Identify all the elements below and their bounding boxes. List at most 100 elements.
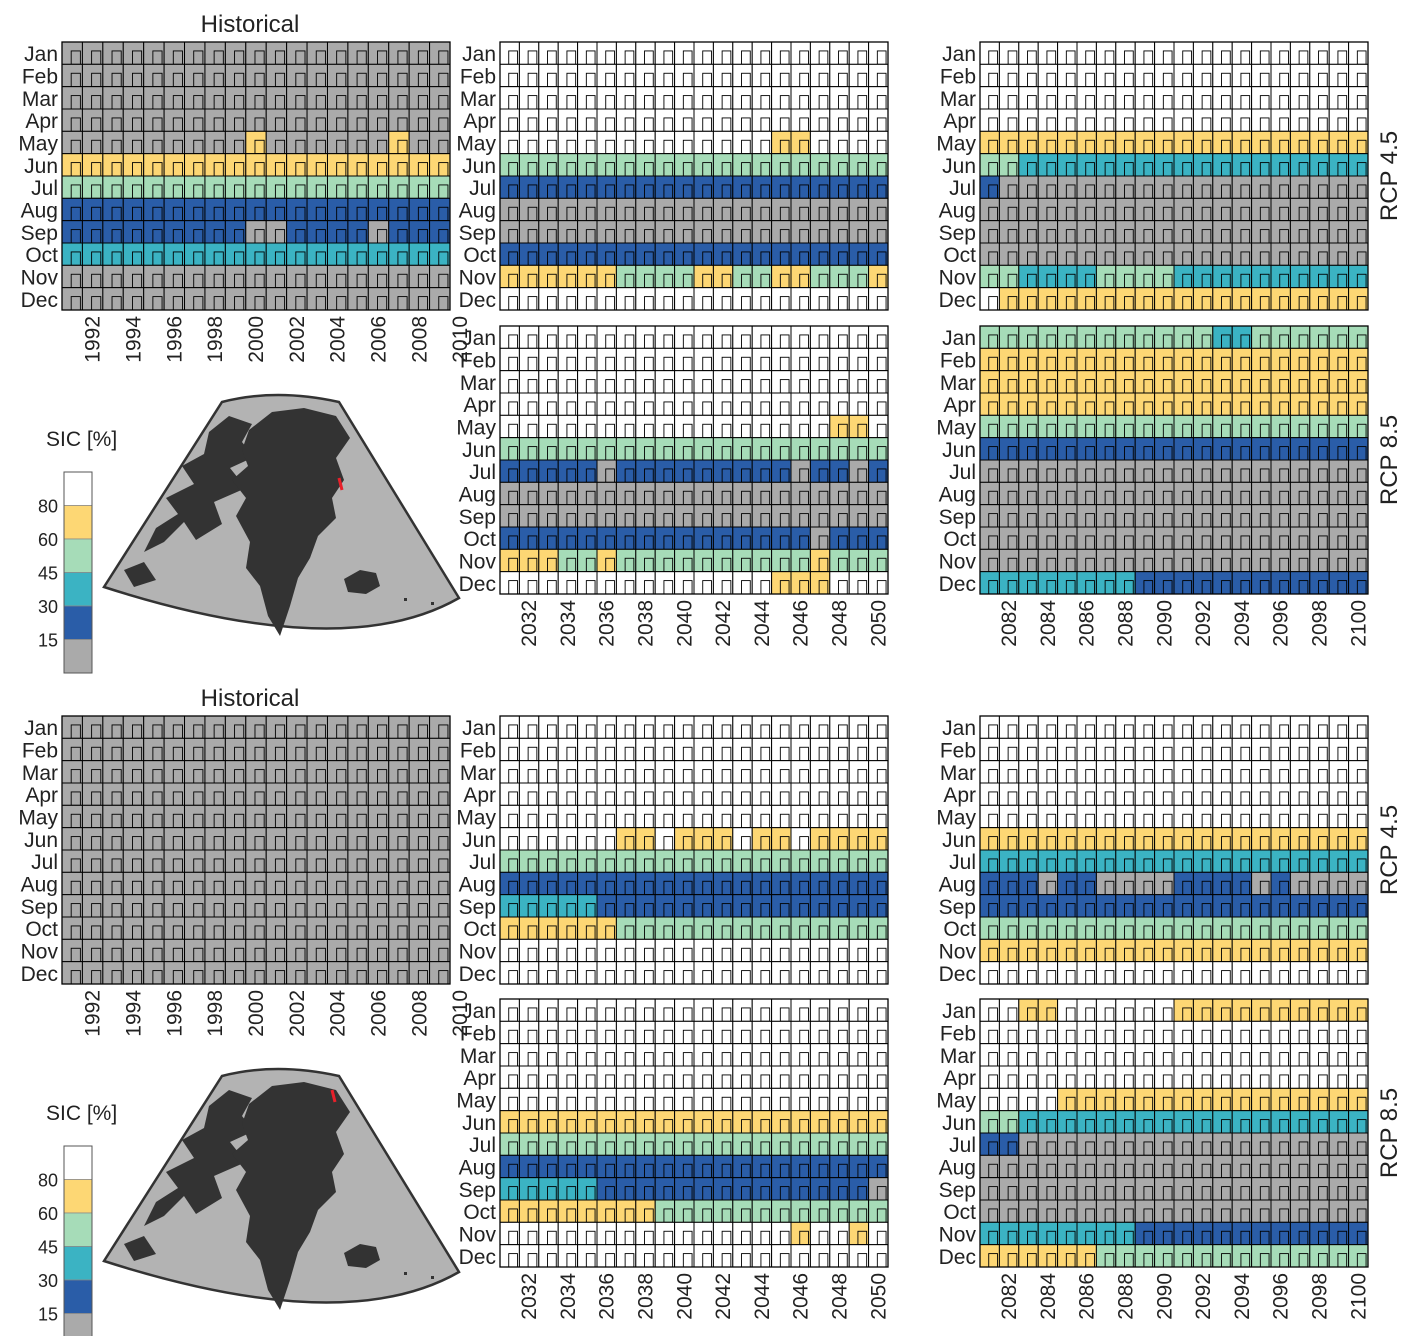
rcp85-mid-cell (771, 504, 792, 528)
rcp85-mid-cell (848, 1020, 870, 1045)
rcp45-late-cell (979, 108, 1000, 132)
month-label: Apr (943, 110, 976, 133)
historical-cell (61, 41, 83, 65)
rcp45-mid-cell (538, 130, 559, 155)
rcp45-mid-cell (868, 827, 889, 851)
rcp85-mid-cell (635, 347, 656, 372)
colorbar-tick: 80 (38, 497, 58, 517)
rcp45-late-cell (1018, 737, 1039, 762)
rcp85-mid-cell (790, 437, 811, 461)
rcp45-mid-cell (596, 175, 617, 199)
rcp45-mid-cell (557, 108, 579, 132)
rcp85-late-cell (1115, 1087, 1136, 1112)
rcp45-late-cell (1212, 916, 1233, 940)
month-label: May (456, 807, 496, 830)
historical-cell (143, 938, 165, 963)
rcp85-late-cell (998, 1020, 1020, 1045)
rcp85-late-xtick: 2096 (1270, 1273, 1293, 1320)
rcp85-late-cell (1018, 548, 1039, 573)
rcp45-late-cell (1270, 264, 1291, 289)
rcp85-mid-cell (771, 1087, 792, 1112)
historical-cell (306, 827, 328, 851)
rcp45-mid-cell (518, 894, 540, 918)
historical-cell (143, 804, 165, 829)
rcp85-late-xtick: 2084 (1037, 600, 1060, 647)
rcp45-mid-cell (829, 242, 850, 266)
rcp45-mid-cell (829, 782, 850, 806)
historical-cell (388, 108, 410, 132)
rcp85-mid-cell (732, 1177, 753, 1201)
historical-cell (367, 849, 390, 873)
historical-cell (265, 130, 288, 155)
rcp85-late-cell (1348, 481, 1369, 506)
rcp45-late-cell (1057, 760, 1078, 784)
rcp85-mid-cell (751, 437, 773, 461)
rcp45-late-cell (1154, 938, 1175, 963)
rcp45-late-cell (998, 737, 1020, 762)
rcp85-late-cell (1173, 1244, 1194, 1268)
rcp85-mid-cell (771, 1177, 792, 1201)
rcp45-mid-cell (868, 782, 889, 806)
rcp45-mid-cell (596, 220, 617, 244)
rcp85-late-cell (1212, 1043, 1233, 1067)
rcp85-mid-xtick: 2044 (751, 600, 774, 647)
rcp85-mid-cell (654, 1154, 676, 1179)
rcp85-mid-cell (712, 1110, 734, 1134)
rcp45-late-cell (979, 827, 1000, 851)
rcp45-mid-cell (751, 175, 773, 199)
rcp85-late-cell (1134, 459, 1156, 483)
historical-cell (224, 197, 247, 222)
rcp85-late-cell (1154, 414, 1175, 439)
rcp85-late-cell (1018, 1132, 1039, 1156)
rcp45-mid-cell (712, 916, 734, 940)
rcp45-mid-cell (809, 916, 831, 940)
rcp45-late-cell (1173, 130, 1194, 155)
rcp45-late-cell (1192, 130, 1214, 155)
rcp45-mid-cell (635, 715, 656, 739)
historical-cell (429, 737, 451, 762)
rcp85-late-cell (1348, 1110, 1369, 1134)
rcp85-mid-cell (751, 1154, 773, 1179)
rcp45-mid-cell (635, 242, 656, 266)
rcp85-late-cell (998, 437, 1020, 461)
rcp85-late-cell (1212, 325, 1233, 349)
rcp85-mid-cell (790, 459, 811, 483)
rcp85-mid-xtick: 2038 (635, 1273, 658, 1320)
rcp45-mid-cell (518, 938, 540, 963)
rcp45-mid-cell (577, 938, 598, 963)
rcp85-mid-cell (809, 325, 831, 349)
rcp85-late-xtick: 2098 (1309, 1273, 1332, 1320)
rcp45-mid-cell (557, 197, 579, 222)
rcp45-late-cell (1154, 220, 1175, 244)
rcp85-mid-cell (557, 392, 579, 416)
historical-cell (122, 938, 145, 963)
rcp45-mid-cell (829, 961, 850, 985)
historical-cell (347, 737, 369, 762)
colorbar-swatch (63, 605, 93, 640)
rcp85-late-cell (1076, 370, 1097, 394)
rcp45-late-cell (1212, 108, 1233, 132)
rcp85-late-cell (1134, 1020, 1156, 1045)
historical-cell (347, 264, 369, 289)
rcp85-late-cell (1154, 481, 1175, 506)
rcp85-mid-cell (499, 1020, 520, 1045)
rcp45-mid-cell (615, 849, 637, 873)
colorbar-swatch (63, 1313, 93, 1336)
rcp85-mid-cell (635, 1110, 656, 1134)
rcp45-mid-cell (654, 916, 676, 940)
rcp45-mid-cell (674, 737, 695, 762)
historical-cell (408, 827, 431, 851)
rcp45-mid-cell (712, 175, 734, 199)
rcp45-mid-cell (790, 153, 811, 177)
rcp45-late-cell (1348, 242, 1369, 266)
rcp85-mid-cell (848, 370, 870, 394)
rcp85-late-xtick: 2098 (1309, 600, 1332, 647)
rcp85-late-cell (1348, 1065, 1369, 1089)
rcp85-late-cell (979, 414, 1000, 439)
rcp45-mid-cell (848, 849, 870, 873)
rcp85-late-xtick: 2084 (1037, 1273, 1060, 1320)
rcp45-mid-cell (615, 894, 637, 918)
rcp45-late-cell (1231, 938, 1253, 963)
rcp45-late-cell (1231, 63, 1253, 88)
rcp45-late-cell (1095, 916, 1117, 940)
